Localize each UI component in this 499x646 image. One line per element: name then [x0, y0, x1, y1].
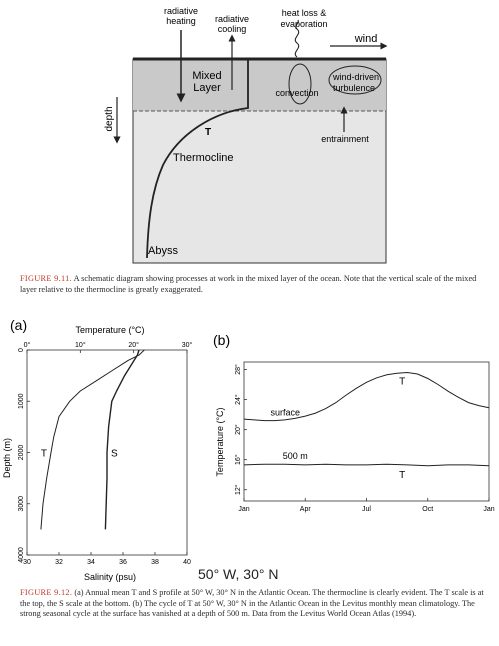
- evaporation-spiral: [294, 19, 300, 58]
- label-entrainment: entrainment: [321, 134, 369, 144]
- temperature-profile: [146, 60, 249, 259]
- panel-b-label: (b): [213, 332, 230, 348]
- top-tick-label: 30°: [182, 341, 193, 349]
- b-x-tick-label: Jan: [238, 506, 249, 513]
- caption-label-912: FIGURE 9.12.: [20, 588, 73, 597]
- bottom-tick-label: 34: [87, 559, 95, 566]
- bottom-tick-label: 30: [23, 559, 31, 566]
- figure-9-11-caption: FIGURE 9.11. A schematic diagram showing…: [20, 274, 488, 295]
- mixed-layer-schematic: radiative heating radiative cooling heat…: [104, 6, 388, 264]
- y-tick-label: 2000: [18, 445, 25, 461]
- b-y-tick-label: 12°: [234, 484, 242, 495]
- b-x-tick-label: Jul: [362, 506, 371, 513]
- label-layer: Layer: [193, 82, 221, 94]
- label-turbulence: turbulence: [333, 83, 375, 93]
- caption-text: A schematic diagram showing processes at…: [20, 274, 477, 294]
- series-name-label: surface: [271, 408, 301, 418]
- top-axis-label: Temperature (°C): [75, 325, 144, 335]
- top-tick-label: 20°: [128, 341, 139, 349]
- series-T-label: T: [399, 377, 405, 388]
- label-radiative-cooling-2: cooling: [218, 24, 247, 34]
- label-depth: depth: [104, 106, 115, 131]
- bottom-tick-label: 36: [119, 559, 127, 566]
- label-heat-loss-2: evaporation: [280, 19, 327, 29]
- label-wind-driven: wind-driven: [332, 72, 379, 82]
- ts-profile-chart: (a) Temperature (°C) Salinity (psu) Dept…: [2, 317, 193, 582]
- b-y-axis-label: Temperature (°C): [215, 407, 225, 476]
- bottom-tick-label: 32: [55, 559, 63, 566]
- series-s-line: [104, 349, 140, 530]
- series-500m-line: [243, 463, 490, 467]
- series-surface-line: [243, 371, 490, 422]
- b-x-tick-label: Jan: [483, 506, 494, 513]
- y-axis-label: Depth (m): [2, 438, 12, 478]
- b-y-tick-label: 24°: [234, 394, 242, 405]
- figure-9-12-caption: FIGURE 9.12. (a) Annual mean T and S pro…: [20, 588, 488, 620]
- b-y-tick-label: 16°: [234, 454, 242, 465]
- b-x-tick-label: Apr: [300, 506, 312, 513]
- top-tick-label: 0°: [24, 341, 31, 349]
- label-heat-loss-1: heat loss &: [282, 8, 327, 18]
- label-T: T: [205, 127, 211, 138]
- y-tick-label: 3000: [18, 496, 25, 512]
- series-T-label: T: [399, 470, 405, 481]
- y-tick-label: 1000: [18, 393, 25, 409]
- top-tick-label: 10°: [75, 341, 86, 349]
- label-mixed: Mixed: [192, 70, 221, 82]
- bottom-axis-label: Salinity (psu): [84, 572, 136, 582]
- y-tick-label: 4000: [18, 547, 25, 563]
- label-radiative-heating-2: heating: [166, 16, 196, 26]
- label-convection: convection: [275, 88, 318, 98]
- seasonal-cycle-chart: (b) Temperature (°C) Jan Apr Jul Oct Jan 12° 1…: [213, 332, 495, 513]
- label-thermocline: Thermocline: [173, 152, 234, 164]
- panel-a-label: (a): [10, 317, 27, 333]
- label-abyss: Abyss: [148, 245, 178, 257]
- label-radiative-cooling-1: radiative: [215, 14, 249, 24]
- series-t-label: T: [41, 449, 47, 460]
- series-name-label: 500 m: [283, 451, 308, 461]
- caption-text-912: (a) Annual mean T and S profile at 50° W…: [20, 588, 484, 619]
- b-y-tick-label: 20°: [234, 424, 242, 435]
- b-y-tick-label: 28°: [234, 364, 242, 375]
- series-s-label: S: [111, 449, 118, 460]
- y-tick-label: 0: [18, 348, 25, 352]
- bottom-tick-label: 38: [151, 559, 159, 566]
- bottom-tick-label: 40: [183, 559, 191, 566]
- convection-loop: [288, 63, 312, 105]
- b-x-tick-label: Oct: [422, 506, 433, 513]
- label-radiative-heating-1: radiative: [164, 6, 198, 16]
- location-coordinate: 50° W, 30° N: [198, 566, 279, 582]
- caption-label: FIGURE 9.11.: [20, 274, 72, 283]
- turbulence-loop: [328, 65, 382, 95]
- series-t-line: [40, 349, 145, 530]
- label-wind: wind: [354, 33, 378, 45]
